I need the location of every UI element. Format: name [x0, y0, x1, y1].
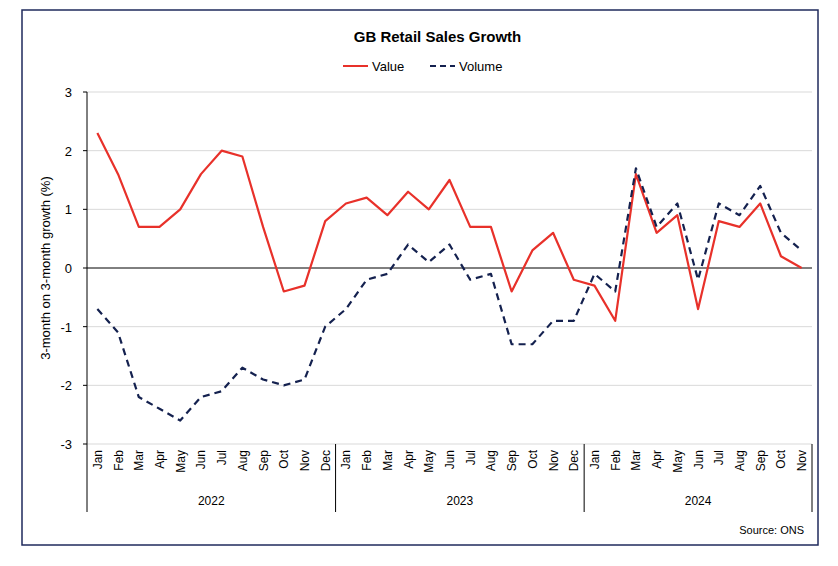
x-tick-label: May: [174, 450, 188, 473]
y-tick: [83, 92, 87, 93]
x-group-label: 2024: [685, 494, 712, 508]
plot-area: [97, 133, 801, 420]
background: [0, 0, 838, 566]
legend-item: Value: [343, 59, 404, 74]
x-tick-label: Jul: [712, 450, 726, 465]
group-separator: [87, 444, 88, 512]
x-tick-label: Oct: [277, 449, 291, 468]
group-separator: [584, 444, 585, 512]
series-line: [97, 168, 801, 420]
x-tick-label: Apr: [650, 450, 664, 469]
legend-swatch: [430, 65, 455, 67]
y-tick-label: 2: [65, 144, 72, 159]
y-tick: [83, 444, 87, 445]
x-tick-label: Oct: [774, 449, 788, 468]
x-tick-label: Nov: [547, 450, 561, 471]
title: GB Retail Sales Growth: [354, 28, 522, 45]
zero-line: [87, 268, 812, 269]
group-separator: [812, 444, 813, 512]
x-tick-label: Dec: [567, 450, 581, 471]
y-tick-label: -1: [60, 320, 72, 335]
x-group-label: 2023: [447, 494, 474, 508]
y-tick: [83, 385, 87, 386]
grid-line: [87, 209, 812, 210]
y-tick: [83, 326, 87, 327]
x-tick-label: May: [422, 450, 436, 473]
group-separator: [335, 444, 336, 512]
x-tick-label: Apr: [153, 450, 167, 469]
x-tick-label: Jun: [692, 450, 706, 469]
legend-label: Volume: [459, 59, 502, 74]
y-tick: [83, 150, 87, 151]
x-tick-label: Feb: [609, 450, 623, 471]
x-tick-label: May: [671, 450, 685, 473]
x-tick-label: Sep: [505, 450, 519, 472]
x-group-label: 2022: [198, 494, 225, 508]
x-tick-label: Feb: [112, 450, 126, 471]
annotation: Source: ONS: [739, 524, 804, 536]
grid-line: [87, 150, 812, 151]
x-tick-label: Dec: [319, 450, 333, 471]
grid-line: [87, 326, 812, 327]
x-tick-label: Jan: [588, 450, 602, 469]
grid-line: [87, 444, 812, 445]
grid-line: [87, 92, 812, 93]
x-tick-label: Jul: [464, 450, 478, 465]
x-tick-label: Jun: [443, 450, 457, 469]
chart: GB Retail Sales Growth Value Volume -3 -2 -1 0…: [0, 0, 838, 566]
x-tick-label: Feb: [360, 450, 374, 471]
legend-item: Volume: [430, 59, 502, 74]
legend-label: Value: [372, 59, 404, 74]
x-tick-label: Sep: [754, 450, 768, 472]
y-axis-label: 3-month on 3-month growth (%): [38, 176, 53, 360]
y-tick: [83, 268, 87, 269]
x-tick-label: Aug: [733, 450, 747, 471]
x-tick-label: Mar: [132, 450, 146, 471]
x-tick-label: Mar: [381, 450, 395, 471]
x-tick-label: Aug: [484, 450, 498, 471]
x-tick-label: Mar: [629, 450, 643, 471]
grid-line: [87, 385, 812, 386]
y-tick: [83, 209, 87, 210]
y-tick-label: 0: [65, 261, 72, 276]
x-tick-label: Sep: [257, 450, 271, 472]
frame: [22, 10, 818, 545]
x-tick-label: Oct: [526, 449, 540, 468]
x-tick-label: Jun: [194, 450, 208, 469]
x-tick-label: Nov: [795, 450, 809, 471]
x-tick-label: Aug: [236, 450, 250, 471]
legend-swatch: [343, 65, 368, 67]
x-tick-label: Apr: [402, 450, 416, 469]
x-tick-label: Jan: [91, 450, 105, 469]
series-line: [97, 133, 801, 321]
y-tick-label: 3: [65, 85, 72, 100]
x-tick-label: Jul: [215, 450, 229, 465]
x-tick-label: Jan: [339, 450, 353, 469]
x-tick-label: Nov: [298, 450, 312, 471]
y-tick-label: -2: [60, 378, 72, 393]
y-tick-label: -3: [60, 437, 72, 452]
y-tick-label: 1: [65, 202, 72, 217]
